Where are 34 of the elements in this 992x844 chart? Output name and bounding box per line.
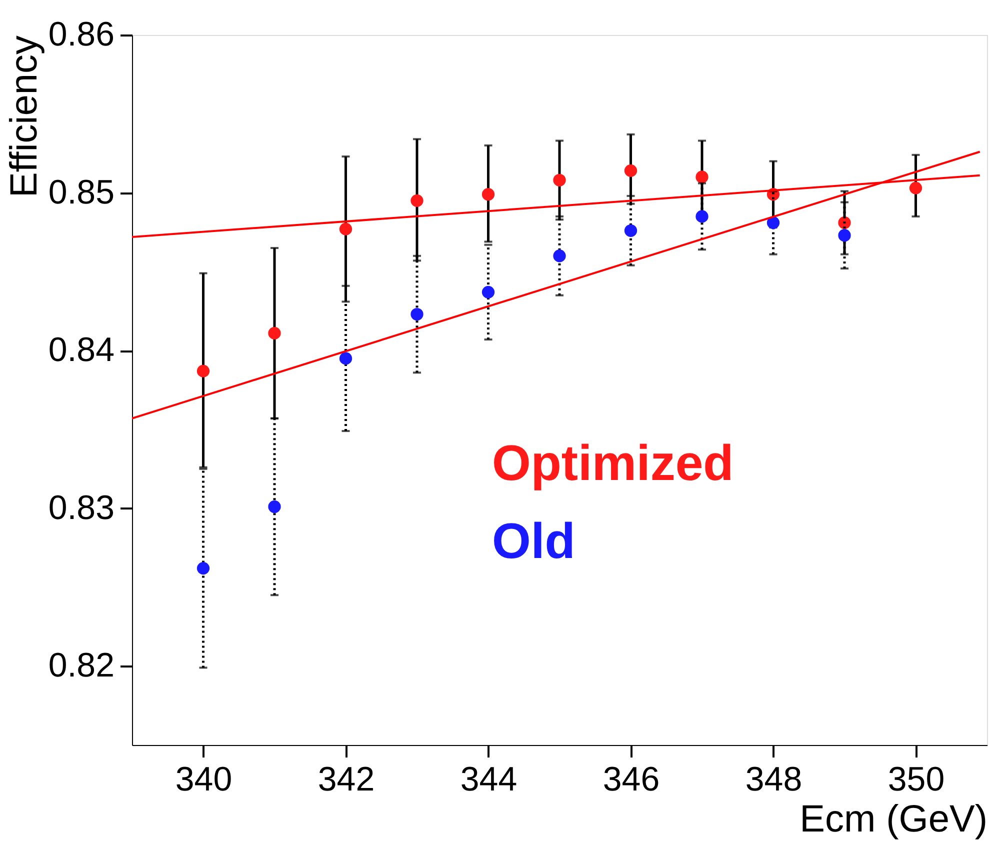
point <box>196 562 210 575</box>
x-tick-label: 340 <box>175 760 232 798</box>
x-tick-label: 346 <box>602 760 660 798</box>
x-tick-label: 344 <box>460 760 518 798</box>
x-tick-label: 342 <box>318 760 375 798</box>
point <box>410 308 424 321</box>
point <box>838 229 851 242</box>
point <box>268 326 281 340</box>
point <box>624 224 638 237</box>
y-tick-label: 0.85 <box>48 173 114 212</box>
point <box>482 286 495 298</box>
point <box>339 222 352 236</box>
y-tick-label: 0.86 <box>48 16 114 54</box>
y-tick-label: 0.82 <box>48 646 114 685</box>
point <box>553 250 566 262</box>
y-tick-label: 0.84 <box>48 331 114 370</box>
point <box>553 174 566 186</box>
point <box>339 352 352 365</box>
point <box>268 500 281 514</box>
point <box>909 182 922 194</box>
x-tick-label: 348 <box>745 760 802 798</box>
point <box>410 194 424 207</box>
point <box>482 188 495 201</box>
point <box>624 164 638 177</box>
text: Old <box>492 513 576 569</box>
y-tick-label: 0.83 <box>48 488 114 527</box>
text: Optimized <box>492 435 734 491</box>
point <box>696 210 708 223</box>
point <box>196 364 210 378</box>
point <box>696 170 708 184</box>
x-axis-title: Ecm (GeV) <box>800 798 988 840</box>
y-axis-title: Efficiency <box>3 36 46 198</box>
x-tick-label: 350 <box>888 760 945 798</box>
point <box>766 216 780 230</box>
